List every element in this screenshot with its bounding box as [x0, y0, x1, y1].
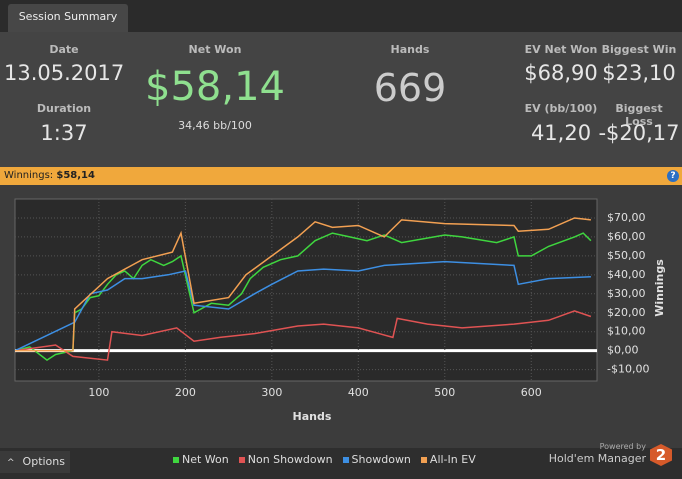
series-line — [14, 310, 592, 361]
chart: Hands Winnings $70,00 $60,00 $50,00 $40,00 $… — [0, 185, 682, 448]
x-tick-label: 300 — [261, 386, 282, 399]
x-tick-label: 400 — [348, 386, 369, 399]
x-tick-label: 600 — [521, 386, 542, 399]
legend-label: Net Won — [182, 453, 229, 466]
legend-label: Non Showdown — [247, 453, 333, 466]
stat-value: 669 — [373, 66, 447, 110]
stat-label: EV (bb/100) — [524, 102, 598, 115]
stat-value: 41,20 — [530, 121, 592, 145]
x-tick-label: 100 — [88, 386, 109, 399]
stat-label: Date — [49, 43, 79, 56]
x-axis-label: Hands — [293, 410, 332, 423]
legend-label: All-In EV — [429, 453, 476, 466]
y-tick-label: $0,00 — [607, 344, 639, 357]
legend-swatch — [238, 456, 245, 463]
stat-label: Biggest Win — [601, 43, 677, 56]
stat-label: Hands — [390, 43, 430, 56]
summary-panel: Date 13.05.2017 Duration 1:37 Net Won $5… — [0, 32, 682, 167]
legend: Net Won Non Showdown Showdown All-In EV — [168, 453, 488, 466]
logo: 2 — [650, 444, 672, 466]
banner-label: Winnings: — [4, 170, 54, 181]
y-tick-label: $20,00 — [607, 306, 646, 319]
legend-item[interactable]: Net Won — [173, 453, 229, 466]
stat-label: EV Net Won — [524, 43, 598, 56]
y-axis-label: Winnings — [653, 259, 666, 317]
stat-value: $23,10 — [602, 61, 676, 85]
banner: Winnings: $58,14 ? — [0, 167, 682, 185]
legend-swatch — [420, 456, 427, 463]
options-label: Options — [22, 455, 65, 468]
options-button[interactable]: ^ Options — [0, 451, 70, 473]
legend-item[interactable]: Non Showdown — [238, 453, 333, 466]
stat-label: Duration — [36, 102, 92, 115]
y-tick-label: $40,00 — [607, 268, 646, 281]
stat-label: Biggest Loss — [615, 102, 663, 128]
series-line — [15, 217, 591, 352]
stat-value: 1:37 — [40, 121, 88, 145]
legend-label: Showdown — [351, 453, 411, 466]
legend-item[interactable]: Showdown — [342, 453, 411, 466]
stat-label: Net Won — [188, 43, 242, 56]
y-tick-label: $30,00 — [607, 287, 646, 300]
y-tick-label: $50,00 — [607, 249, 646, 262]
stat-sub: 34,46 bb/100 — [178, 119, 252, 132]
x-tick-label: 500 — [434, 386, 455, 399]
legend-swatch — [173, 456, 179, 463]
stat-value: 13.05.2017 — [4, 61, 125, 85]
stat-value: $68,90 — [524, 61, 598, 85]
tab-bar: Session Summary — [0, 0, 682, 32]
footer: ^ Options Net Won Non Showdown Showdown All-… — [0, 442, 682, 479]
x-tick-label: 200 — [175, 386, 196, 399]
legend-swatch — [342, 456, 349, 463]
banner-value: $58,14 — [56, 170, 95, 181]
brand: Hold'em Manager — [548, 452, 646, 465]
stat-value: $58,14 — [145, 64, 285, 110]
series-line — [14, 232, 592, 362]
series-line — [14, 260, 591, 352]
y-tick-label: $70,00 — [607, 211, 646, 224]
y-tick-label: $60,00 — [607, 230, 646, 243]
y-tick-label: $10,00 — [607, 325, 646, 338]
help-icon[interactable]: ? — [667, 170, 679, 182]
stat-value: -$20,17 — [598, 121, 680, 145]
powered-by: Powered by — [599, 442, 646, 451]
tab[interactable]: Session Summary — [8, 4, 128, 32]
y-tick-label: -$10,00 — [607, 363, 649, 376]
legend-item[interactable]: All-In EV — [420, 453, 476, 466]
